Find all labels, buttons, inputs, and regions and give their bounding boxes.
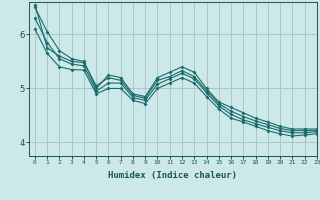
X-axis label: Humidex (Indice chaleur): Humidex (Indice chaleur) [108, 171, 237, 180]
